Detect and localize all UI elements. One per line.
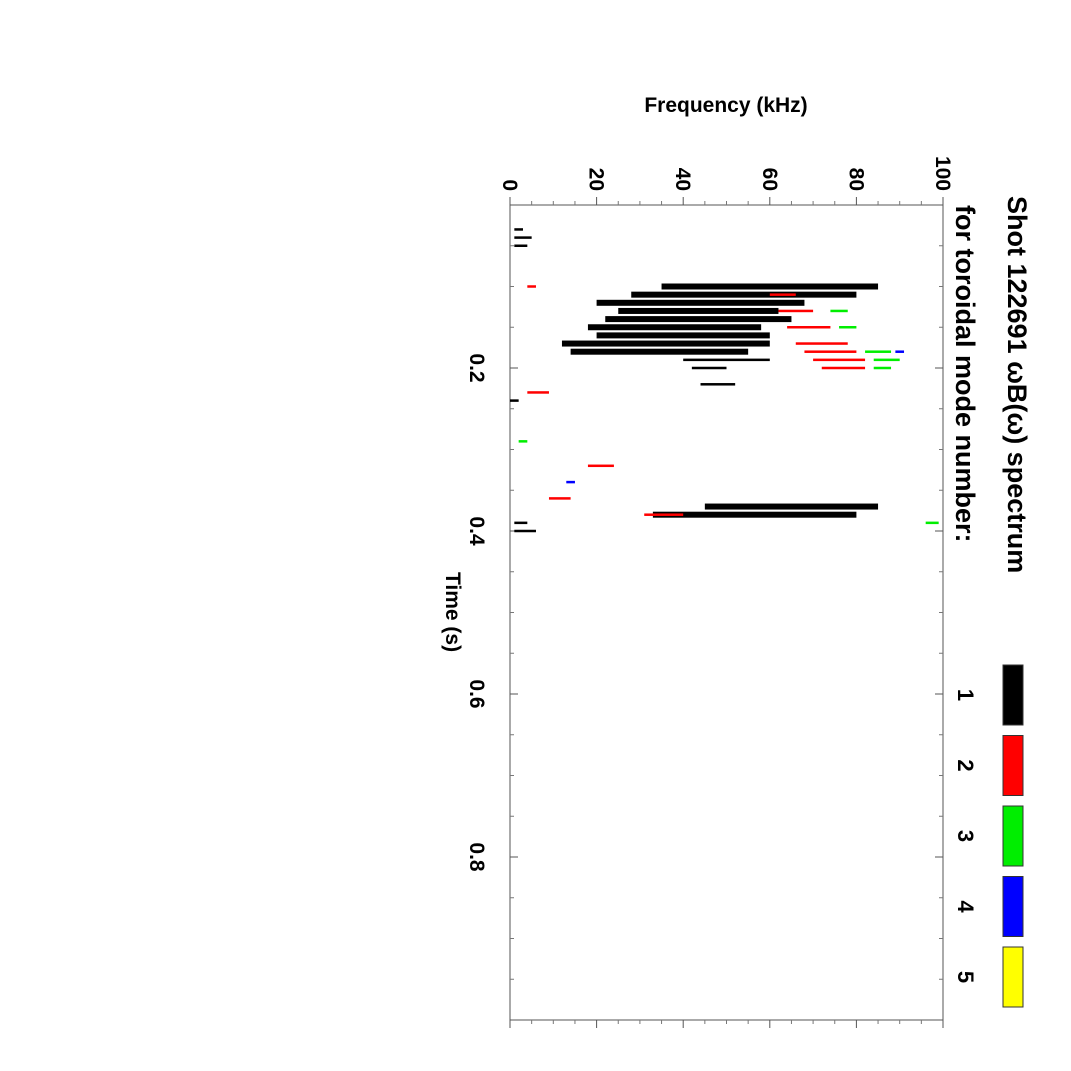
spectral-streak xyxy=(661,283,879,290)
spectral-streak xyxy=(644,513,684,516)
freq-tick-label: 80 xyxy=(844,168,867,191)
data-layer xyxy=(510,228,939,533)
spectral-streak xyxy=(821,366,866,370)
legend-label-group: 5 xyxy=(953,971,978,983)
legend-label-4: 4 xyxy=(953,900,978,913)
freq-tick-label: 0 xyxy=(498,179,521,191)
legend-label-1: 1 xyxy=(953,689,978,701)
spectral-streak xyxy=(804,350,857,353)
spectral-streak xyxy=(839,326,857,329)
spectral-streak xyxy=(830,309,848,313)
spectral-streak xyxy=(514,244,528,247)
spectral-streak xyxy=(631,291,857,298)
legend-label-group: 1 xyxy=(953,689,978,701)
x-axis-label: Time (s) xyxy=(441,572,464,652)
time-tick-label: 0.2 xyxy=(465,353,488,382)
chart-subtitle: for toroidal mode number: xyxy=(950,205,980,543)
legend-swatch-4 xyxy=(1002,876,1024,937)
legend-label-group: 4 xyxy=(953,900,978,913)
spectral-streak xyxy=(778,309,814,313)
spectral-streak xyxy=(596,332,770,339)
spectral-streak xyxy=(769,293,796,296)
time-tick-label-group: 0.4 xyxy=(465,516,488,546)
spectral-streak xyxy=(510,399,519,402)
series-n4 xyxy=(566,350,905,484)
spectral-streak xyxy=(514,529,536,533)
spectral-streak xyxy=(570,348,749,355)
spectral-streak xyxy=(925,521,939,525)
x-axis-label-group: Time (s) xyxy=(441,572,464,652)
axis-ticks: 0 20 40 60 80 100 0.2 0.4 0.6 0.8 xyxy=(465,156,954,1028)
spectral-streak xyxy=(813,358,866,362)
legend-label-group: 3 xyxy=(953,830,978,842)
spectral-streak xyxy=(895,350,905,353)
spectral-streak xyxy=(787,326,831,329)
spectral-streak xyxy=(873,366,892,370)
freq-tick-label-group: 20 xyxy=(585,168,608,191)
spectral-streak xyxy=(514,228,523,231)
freq-tick-label-group: 0 xyxy=(498,179,521,191)
freq-tick-label-group: 40 xyxy=(671,168,694,191)
spectral-streak xyxy=(514,521,528,525)
legend-swatch-3 xyxy=(1002,805,1024,867)
freq-tick-label: 20 xyxy=(585,168,608,191)
spectral-streak xyxy=(566,480,575,484)
chart-title: Shot 122691 ωB(ω) spectrum xyxy=(1002,196,1032,573)
spectral-streak xyxy=(527,285,536,288)
spectral-streak xyxy=(596,299,805,306)
time-tick-label: 0.6 xyxy=(465,679,488,708)
freq-tick-label: 100 xyxy=(931,156,954,191)
spectral-streak xyxy=(683,358,770,362)
freq-tick-label-group: 60 xyxy=(758,168,781,191)
chart-title-group: Shot 122691 ωB(ω) spectrum xyxy=(1002,196,1032,573)
y-axis-label: Frequency (kHz) xyxy=(644,94,807,117)
spectral-streak xyxy=(795,342,848,345)
spectral-streak xyxy=(514,236,532,239)
time-tick-label: 0.4 xyxy=(465,516,488,546)
freq-tick-label-group: 80 xyxy=(844,168,867,191)
series-n2 xyxy=(527,285,866,516)
spectral-streak xyxy=(587,324,762,331)
spectral-streak xyxy=(518,440,528,443)
spectral-streak xyxy=(587,464,614,468)
legend-label-3: 3 xyxy=(953,830,978,842)
spectral-streak xyxy=(652,511,857,518)
freq-tick-label: 40 xyxy=(671,168,694,191)
spectral-streak xyxy=(618,307,779,314)
legend-label-5: 5 xyxy=(953,971,978,983)
spectral-streak xyxy=(548,497,571,500)
legend: 1 2 3 4 5 xyxy=(953,664,1024,1008)
series-n1 xyxy=(510,228,879,533)
legend-swatch-5 xyxy=(1002,946,1024,1008)
freq-tick-label: 60 xyxy=(758,168,781,191)
time-tick-label-group: 0.8 xyxy=(465,842,488,872)
spectral-streak xyxy=(873,358,900,362)
chart-subtitle-group: for toroidal mode number: xyxy=(950,205,980,543)
time-tick-label-group: 0.2 xyxy=(465,353,488,382)
legend-label-2: 2 xyxy=(953,759,978,771)
spectral-streak xyxy=(691,366,727,370)
freq-tick-label-group: 100 xyxy=(931,156,954,191)
spectral-streak xyxy=(527,391,549,394)
time-tick-label: 0.8 xyxy=(465,842,488,872)
spectral-streak xyxy=(700,383,736,386)
spectral-streak xyxy=(605,316,792,323)
spectral-streak xyxy=(865,350,892,353)
spectral-streak xyxy=(704,503,879,510)
series-n3 xyxy=(518,309,939,525)
spectral-streak xyxy=(561,340,770,347)
legend-label-group: 2 xyxy=(953,759,978,771)
legend-swatch-1 xyxy=(1002,664,1024,726)
legend-swatch-2 xyxy=(1002,735,1024,796)
time-tick-label-group: 0.6 xyxy=(465,679,488,708)
